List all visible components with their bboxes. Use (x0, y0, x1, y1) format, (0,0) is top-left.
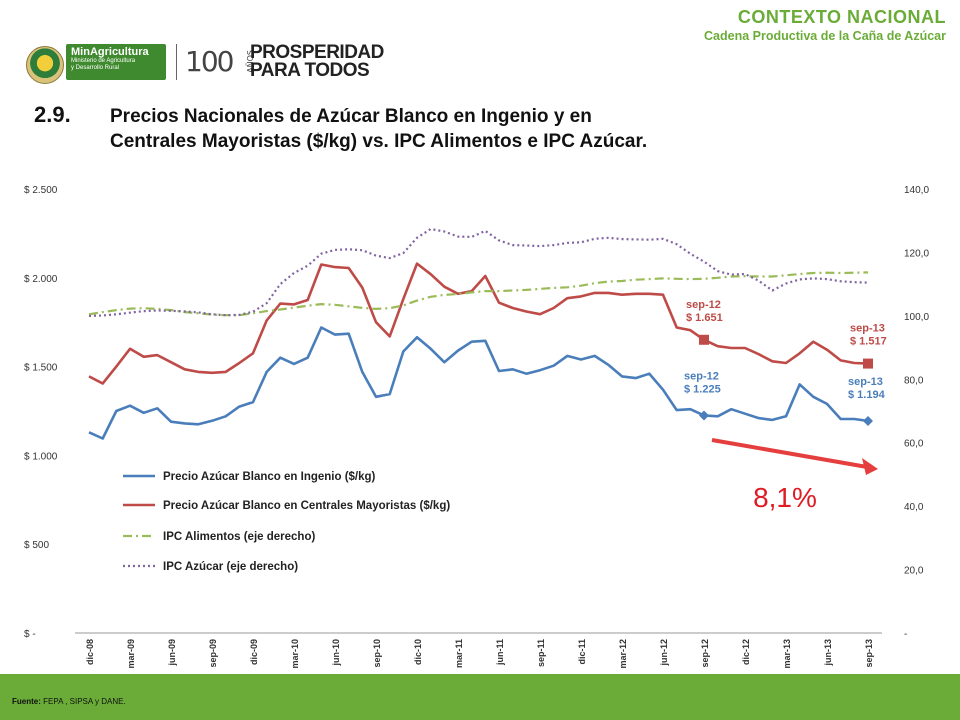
annotation-date: sep-13 (848, 376, 883, 388)
data-marker (863, 358, 873, 369)
y-right-tick-label: - (904, 629, 907, 640)
y-right-tick-label: 100,0 (904, 312, 929, 323)
trend-arrow (711, 438, 871, 470)
x-tick-label: mar-09 (126, 639, 136, 669)
y-left-tick-label: $ 500 (24, 540, 49, 551)
y-left-tick-label: $ 2.000 (24, 274, 58, 285)
y-left-tick-label: $ 2.500 (24, 185, 58, 196)
legend-label: IPC Azúcar (eje derecho) (163, 561, 298, 573)
x-tick-label: dic-09 (249, 639, 259, 665)
x-tick-label: mar-10 (290, 639, 300, 669)
chart-title: Precios Nacionales de Azúcar Blanco en I… (110, 106, 648, 152)
y-right-tick-label: 60,0 (904, 439, 924, 450)
y-right-tick-label: 40,0 (904, 502, 924, 513)
x-tick-label: dic-10 (413, 639, 423, 665)
annotation-value: $ 1.225 (684, 383, 721, 395)
y-left-tick-label: $ 1.500 (24, 363, 58, 374)
x-tick-label: sep-13 (864, 639, 874, 668)
prosperidad-logo: PROSPERIDAD PARA TODOS (250, 42, 384, 81)
x-tick-label: sep-09 (208, 639, 218, 668)
colombia-emblem-icon (26, 46, 64, 84)
data-marker (699, 334, 709, 345)
series-line-3 (88, 227, 869, 317)
x-tick-label: sep-10 (372, 639, 382, 668)
x-tick-label: mar-13 (782, 639, 792, 669)
annotation-date: sep-12 (686, 299, 721, 311)
data-marker (699, 410, 709, 421)
footer-bar (0, 674, 960, 720)
y-right-tick-label: 120,0 (904, 248, 929, 259)
context-title: CONTEXTO NACIONAL (737, 7, 946, 27)
trend-percent-label: 8,1% (753, 482, 817, 513)
annotation-value: $ 1.651 (686, 312, 723, 324)
series-line-0 (88, 326, 869, 440)
context-subtitle: Cadena Productiva de la Caña de Azúcar (704, 29, 946, 43)
x-tick-label: sep-11 (536, 639, 546, 667)
x-tick-label: dic-08 (85, 639, 95, 665)
y-left-tick-label: $ 1.000 (24, 451, 58, 462)
x-tick-label: sep-12 (700, 639, 710, 668)
centenary-logo: 100 AÑOS (176, 44, 255, 80)
series-line-1 (88, 262, 869, 385)
annotation-value: $ 1.194 (848, 389, 886, 401)
section-number: 2.9. (34, 102, 71, 127)
context-header: CONTEXTO NACIONAL Cadena Productiva de l… (586, 6, 946, 44)
x-tick-label: jun-10 (331, 639, 341, 667)
source-note: Fuente: FEPA , SIPSA y DANE. (12, 697, 126, 706)
x-tick-label: jun-09 (167, 639, 177, 667)
legend-label: Precio Azúcar Blanco en Ingenio ($/kg) (163, 471, 376, 483)
x-tick-label: jun-12 (659, 639, 669, 667)
minagricultura-logo: MinAgricultura Ministerio de Agricultura… (66, 44, 166, 80)
annotation-value: $ 1.517 (850, 336, 887, 348)
y-right-tick-label: 20,0 (904, 566, 924, 577)
series-line-2 (88, 271, 869, 317)
x-tick-label: jun-11 (495, 639, 505, 666)
y-right-tick-label: 140,0 (904, 185, 929, 196)
y-left-tick-label: $ - (24, 629, 36, 640)
x-tick-label: dic-11 (577, 639, 587, 665)
x-tick-label: mar-12 (618, 639, 628, 669)
annotation-date: sep-12 (684, 370, 719, 382)
x-tick-label: dic-12 (741, 639, 751, 665)
trend-arrow-head (862, 458, 878, 475)
legend-label: IPC Alimentos (eje derecho) (163, 531, 315, 543)
annotation-date: sep-13 (850, 323, 885, 335)
x-tick-label: jun-13 (823, 639, 833, 667)
price-chart: $ - $ 500 $ 1.000 $ 1.500 $ 2.000 $ 2.500 - 20,… (24, 185, 929, 669)
x-tick-label: mar-11 (454, 639, 464, 668)
data-marker (863, 415, 873, 426)
y-right-tick-label: 80,0 (904, 375, 924, 386)
legend-label: Precio Azúcar Blanco en Centrales Mayori… (163, 500, 450, 512)
